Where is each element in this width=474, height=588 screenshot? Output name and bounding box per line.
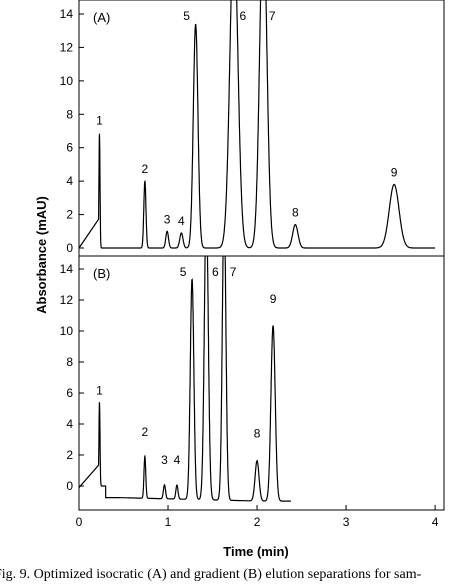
peak-label: 3 — [164, 212, 171, 226]
chromatogram-trace-b — [79, 256, 291, 502]
x-tick-label: 3 — [343, 515, 350, 529]
peak-label: 8 — [292, 206, 299, 220]
peak-label: 5 — [183, 9, 190, 23]
y-tick-label: 0 — [66, 241, 73, 255]
y-tick-label: 14 — [60, 262, 74, 276]
y-tick-label: 12 — [60, 293, 74, 307]
peak-label: 7 — [230, 265, 237, 279]
y-tick-label: 4 — [66, 417, 73, 431]
y-tick-label: 2 — [66, 448, 73, 462]
y-tick-label: 8 — [66, 107, 73, 121]
plot-frame-b — [78, 255, 445, 511]
peak-label: 4 — [174, 453, 181, 467]
x-tick-label: 0 — [76, 515, 83, 529]
y-tick-label: 6 — [66, 141, 73, 155]
peak-label: 5 — [180, 265, 187, 279]
peak-label: 4 — [178, 214, 185, 228]
y-tick-label: 10 — [60, 324, 74, 338]
y-axis-title: Absorbance (mAU) — [34, 196, 49, 314]
peak-label: 6 — [240, 9, 247, 23]
peak-label: 3 — [161, 453, 168, 467]
x-tick-label: 2 — [254, 515, 261, 529]
y-tick-label: 0 — [66, 479, 73, 493]
y-tick-label: 12 — [60, 40, 74, 54]
peak-label: 9 — [270, 292, 277, 306]
x-tick-label: 1 — [165, 515, 172, 529]
y-tick-label: 4 — [66, 174, 73, 188]
plot-frame-a — [78, 0, 445, 257]
y-tick-label: 6 — [66, 386, 73, 400]
peak-label: 9 — [391, 165, 398, 179]
peak-label: 1 — [96, 383, 103, 397]
peak-label: 2 — [142, 162, 149, 176]
y-tick-label: 2 — [66, 208, 73, 222]
panel-label: (A) — [93, 10, 110, 25]
x-tick-label: 4 — [432, 515, 439, 529]
peak-label: 7 — [269, 9, 276, 23]
peak-label: 8 — [254, 427, 261, 441]
y-tick-label: 14 — [60, 7, 74, 21]
peak-label: 1 — [96, 114, 103, 128]
figure-caption: Fig. 9. Optimized isocratic (A) and grad… — [0, 567, 422, 582]
peak-label: 2 — [142, 425, 149, 439]
chromatogram-trace-a — [79, 0, 436, 249]
peak-label: 6 — [212, 265, 219, 279]
x-axis-ticks: 0 1 2 3 4 — [76, 505, 439, 529]
x-axis-title: Time (min) — [223, 544, 289, 559]
y-tick-label: 10 — [60, 74, 74, 88]
y-tick-label: 8 — [66, 355, 73, 369]
panel-label: (B) — [93, 266, 110, 281]
